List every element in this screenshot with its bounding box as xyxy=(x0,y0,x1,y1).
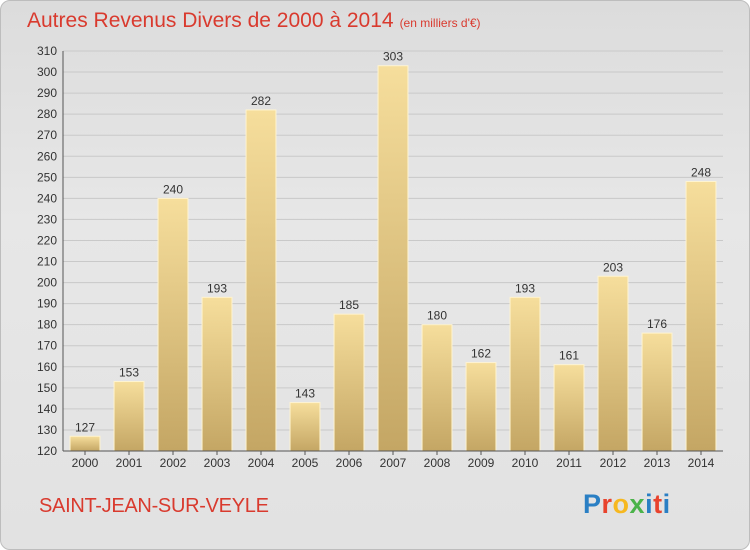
city-name: SAINT-JEAN-SUR-VEYLE xyxy=(39,495,269,517)
y-tick-label: 280 xyxy=(37,107,57,121)
chart-unit: (en milliers d'€) xyxy=(399,16,481,30)
x-tick-label: 2006 xyxy=(336,456,363,470)
bars: 127 153 240 193 282 143 185 303 180 162 193 161 203 1… xyxy=(69,50,717,452)
x-tick-label: 2013 xyxy=(644,456,671,470)
bar-value-label: 303 xyxy=(383,50,403,64)
y-tick-label: 120 xyxy=(37,444,57,458)
y-tick-label: 160 xyxy=(37,360,57,374)
bar-value-label: 193 xyxy=(207,281,227,295)
y-tick-label: 240 xyxy=(37,191,57,205)
logo-letter: o xyxy=(612,489,630,519)
logo-letter: i xyxy=(645,489,654,519)
x-tick-label: 2003 xyxy=(204,456,231,470)
logo-letter: r xyxy=(601,489,613,519)
bar-value-label: 153 xyxy=(119,366,139,380)
bar xyxy=(377,65,409,452)
x-axis: 2000 2001 2002 2003 2004 2005 2006 2007 2008 2009… xyxy=(63,450,723,470)
bar xyxy=(685,181,717,452)
x-tick-label: 2008 xyxy=(424,456,451,470)
y-tick-label: 200 xyxy=(37,276,57,290)
y-tick-label: 270 xyxy=(37,128,57,142)
x-tick-label: 2000 xyxy=(72,456,99,470)
proxiti-logo: Proxiti xyxy=(583,489,671,520)
y-tick-label: 300 xyxy=(37,65,57,79)
bar-value-label: 143 xyxy=(295,387,315,401)
x-tick-label: 2007 xyxy=(380,456,407,470)
y-tick-label: 290 xyxy=(37,86,57,100)
logo-letter: x xyxy=(629,489,646,519)
x-tick-label: 2002 xyxy=(160,456,187,470)
x-tick-label: 2004 xyxy=(248,456,275,470)
bar xyxy=(597,275,629,452)
y-tick-label: 310 xyxy=(37,44,57,58)
bar xyxy=(245,109,277,452)
logo-letter: P xyxy=(583,489,602,519)
bar xyxy=(69,435,101,452)
bar xyxy=(509,296,541,452)
y-tick-label: 230 xyxy=(37,212,57,226)
y-tick-label: 170 xyxy=(37,339,57,353)
bar-value-label: 240 xyxy=(163,182,183,196)
logo-letter: t xyxy=(653,489,663,519)
bar-value-label: 248 xyxy=(691,166,711,180)
bar-value-label: 203 xyxy=(603,260,623,274)
logo-letter: i xyxy=(662,489,671,519)
bar xyxy=(113,381,145,452)
bar xyxy=(641,332,673,452)
x-tick-label: 2014 xyxy=(688,456,715,470)
bar xyxy=(421,324,453,452)
bar xyxy=(201,296,233,452)
x-tick-label: 2009 xyxy=(468,456,495,470)
y-tick-label: 130 xyxy=(37,423,57,437)
bar-value-label: 282 xyxy=(251,94,271,108)
bar-value-label: 161 xyxy=(559,349,579,363)
bar xyxy=(465,362,497,452)
y-tick-label: 260 xyxy=(37,149,57,163)
bar xyxy=(157,197,189,452)
bar-value-label: 185 xyxy=(339,298,359,312)
chart-title-text: Autres Revenus Divers de 2000 à 2014 xyxy=(27,9,394,32)
bar xyxy=(553,364,585,452)
x-tick-label: 2001 xyxy=(116,456,143,470)
x-tick-label: 2012 xyxy=(600,456,627,470)
chart-title: Autres Revenus Divers de 2000 à 2014 (en … xyxy=(27,9,481,33)
bar-value-label: 180 xyxy=(427,309,447,323)
bar-value-label: 176 xyxy=(647,317,667,331)
y-tick-label: 180 xyxy=(37,318,57,332)
bar xyxy=(333,313,365,452)
y-axis: 120 130 140 150 160 170 180 190 200 210 220 230 240 2… xyxy=(37,44,64,458)
bar-value-label: 193 xyxy=(515,281,535,295)
y-tick-label: 140 xyxy=(37,402,57,416)
y-tick-label: 190 xyxy=(37,297,57,311)
y-tick-label: 210 xyxy=(37,255,57,269)
x-tick-label: 2010 xyxy=(512,456,539,470)
bar-value-label: 162 xyxy=(471,347,491,361)
bar xyxy=(289,402,321,452)
x-tick-label: 2005 xyxy=(292,456,319,470)
bar-value-label: 127 xyxy=(75,420,95,434)
y-tick-label: 250 xyxy=(37,170,57,184)
y-tick-label: 220 xyxy=(37,233,57,247)
y-tick-label: 150 xyxy=(37,381,57,395)
x-tick-label: 2011 xyxy=(556,456,582,470)
